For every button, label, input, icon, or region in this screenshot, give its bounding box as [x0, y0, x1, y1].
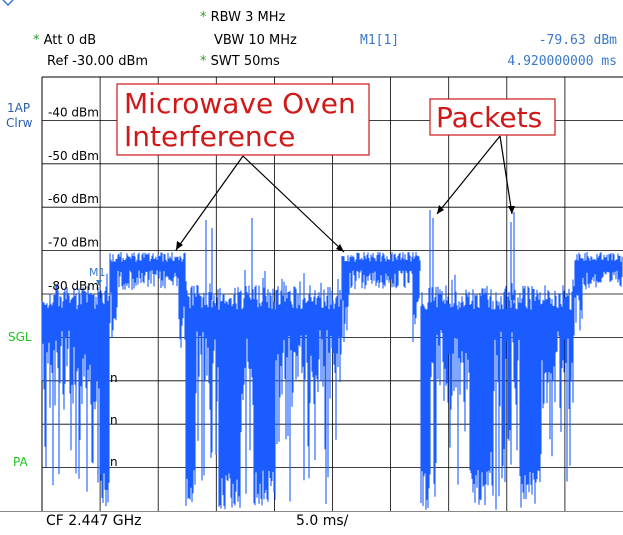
microwave-label-line1: Microwave Oven — [124, 87, 356, 120]
packets-arrow-right — [499, 135, 513, 215]
vbw-setting: VBW 10 MHz — [214, 33, 297, 48]
y-axis-ticks: -40 dBm -50 dBm -60 dBm -70 dBm -80 dBm n n n — [48, 105, 118, 469]
footer-divider — [0, 511, 623, 512]
packets-arrowhead-left-icon — [437, 205, 444, 214]
marker-time: 4.920000000 ms — [507, 54, 617, 69]
marker-m1: M1 — [89, 266, 106, 286]
annotation-packets: Packets — [429, 98, 556, 215]
time-per-division: 5.0 ms/ — [296, 513, 349, 529]
att-star-icon: * — [33, 33, 40, 48]
rbw-star-icon: * — [200, 10, 207, 25]
y-tick-label-clipped: n — [110, 455, 118, 469]
y-tick-label: -60 dBm — [48, 192, 99, 206]
y-tick-label: -70 dBm — [48, 236, 99, 250]
rbw-setting: * RBW 3 MHz — [200, 10, 285, 25]
center-frequency: CF 2.447 GHz — [46, 513, 142, 529]
packets-arrow-left — [436, 135, 501, 215]
packets-label: Packets — [436, 101, 542, 134]
sgl-indicator: SGL — [8, 330, 32, 344]
microwave-label-box — [116, 83, 370, 156]
pa-indicator: PA — [13, 455, 28, 469]
marker-triangle-icon — [96, 280, 102, 286]
y-tick-label: -40 dBm — [48, 105, 99, 119]
microwave-label-line2: Interference — [124, 120, 295, 153]
marker-name: M1[1] — [360, 33, 400, 48]
att-setting: * Att 0 dB — [33, 33, 96, 48]
packets-label-box — [429, 98, 556, 136]
signal-trace — [41, 210, 623, 510]
microwave-arrowhead-left-icon — [176, 241, 183, 250]
swt-setting: * SWT 50ms — [200, 54, 280, 69]
marker-level: -79.63 dBm — [538, 33, 617, 48]
y-tick-label: -50 dBm — [48, 149, 99, 163]
packets-arrowhead-right-icon — [508, 206, 515, 214]
microwave-arrow-left — [175, 155, 244, 251]
trace-label: 1AP — [7, 101, 31, 115]
swt-star-icon: * — [200, 54, 207, 69]
y-tick-label: -80 dBm — [48, 279, 99, 293]
ref-level: Ref -30.00 dBm — [47, 54, 149, 69]
microwave-arrowhead-right-icon — [336, 244, 344, 252]
swt-value: SWT 50ms — [210, 54, 280, 69]
marker-tag: M1 — [89, 266, 106, 279]
annotation-microwave: Microwave Oven Interference — [116, 83, 370, 253]
status-diamond-icon — [2, 0, 14, 6]
att-value: Att 0 dB — [43, 33, 97, 48]
y-tick-label-clipped: n — [110, 413, 118, 427]
microwave-arrow-right — [242, 155, 345, 253]
trace-path — [41, 210, 623, 510]
rbw-value: RBW 3 MHz — [210, 10, 286, 25]
y-tick-label-clipped: n — [110, 371, 118, 385]
trace-mode: Clrw — [6, 116, 33, 130]
